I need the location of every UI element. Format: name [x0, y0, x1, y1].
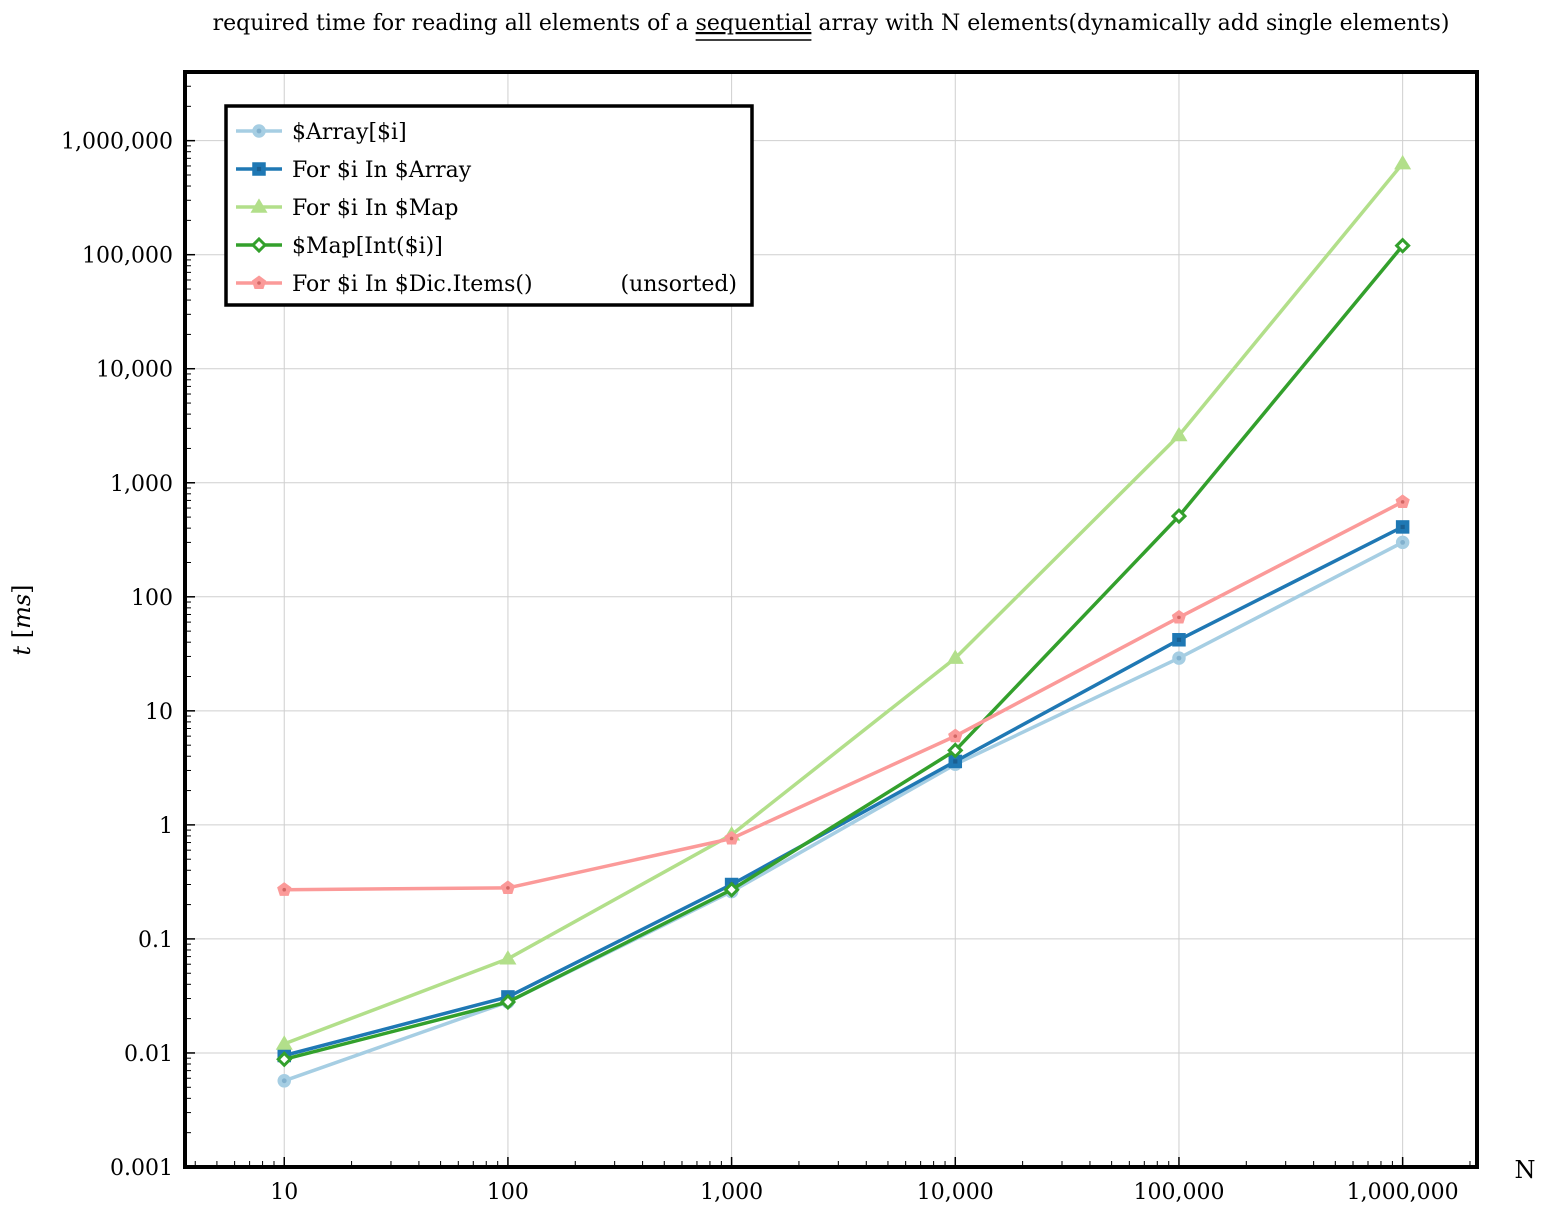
data-point [275, 1035, 293, 1050]
data-point [499, 993, 517, 1011]
legend-label: For $i In $Map [292, 196, 458, 221]
series-0 [277, 535, 1410, 1088]
legend-entry: For $i In $Array [236, 158, 472, 183]
triangle-marker [275, 1035, 293, 1050]
x-tick-label: 1,000 [700, 1180, 763, 1205]
y-tick-label: 1 [159, 814, 173, 839]
chart-title-underlined: sequential [696, 11, 812, 36]
data-point [500, 880, 516, 895]
marker-center [1400, 524, 1405, 530]
legend-note: (unsorted) [621, 272, 738, 297]
data-point [1172, 651, 1186, 665]
y-axis-label: t [ms] [8, 584, 36, 655]
diamond-marker [499, 993, 517, 1011]
marker-center [1177, 615, 1181, 620]
series-line [283, 525, 1404, 1058]
data-point [1395, 494, 1410, 508]
data-point [277, 882, 292, 896]
legend-label: $Array[$i] [292, 120, 407, 145]
series-4 [277, 494, 1410, 896]
marker-center [1176, 637, 1182, 642]
diamond-marker [1170, 507, 1188, 525]
diamond-marker [276, 1051, 293, 1068]
chart-title-prefix: required time for reading all elements o… [213, 11, 696, 36]
data-point [1395, 520, 1410, 534]
series-line [283, 162, 1404, 1046]
marker-center [953, 734, 958, 738]
x-tick-label: 10 [270, 1180, 298, 1205]
x-axis-label: N [1515, 1156, 1536, 1184]
diamond-marker [250, 236, 268, 254]
legend-label: For $i In $Dic.Items() [292, 272, 533, 297]
series-layer [275, 154, 1412, 1088]
chart-title: required time for reading all elements o… [213, 11, 1450, 36]
y-tick-label: 10,000 [96, 358, 173, 383]
y-tick-label: 10 [145, 700, 173, 725]
legend-label: For $i In $Array [292, 158, 472, 183]
data-point [499, 950, 517, 965]
data-point [1170, 507, 1188, 525]
marker-center [953, 759, 958, 764]
marker-center [257, 281, 261, 285]
marker-center [1400, 500, 1405, 504]
x-tick-label: 10,000 [917, 1180, 994, 1205]
legend-entry: For $i In $Map [236, 196, 458, 221]
y-axis-ticks: 0.001 0.01 0.1 1 10 100 1,000 10,000 100,000 1,00… [61, 130, 195, 1181]
data-point [724, 830, 739, 845]
series-line [283, 540, 1404, 1083]
triangle-marker [1394, 154, 1412, 170]
marker-center [1400, 539, 1406, 545]
triangle-marker [1170, 426, 1188, 442]
legend-box [224, 104, 754, 307]
diamond-marker [723, 881, 740, 898]
triangle-marker [250, 198, 268, 213]
x-tick-label: 1,000,000 [1347, 1180, 1459, 1205]
y-tick-label: 1,000 [110, 472, 173, 497]
legend-entry: $Map[Int($i)] [236, 234, 443, 259]
x-tick-label: 100 [487, 1180, 529, 1205]
x-axis-ticks: 10 100 1,000 10,000 100,000 1,000,000 [270, 1157, 1459, 1205]
data-point [277, 1074, 291, 1088]
y-tick-label: 0.1 [138, 928, 173, 953]
plot-frame [183, 70, 1479, 1169]
data-point [946, 649, 964, 664]
marker-center [281, 1078, 287, 1084]
marker-center [256, 128, 262, 134]
data-point [276, 1051, 293, 1068]
marker-center [506, 886, 510, 890]
y-tick-label: 1,000,000 [61, 130, 173, 155]
data-point [1395, 535, 1410, 550]
data-point [947, 742, 964, 759]
y-tick-label: 0.001 [110, 1156, 173, 1181]
data-point [1394, 154, 1412, 170]
y-tick-label: 100,000 [82, 244, 173, 269]
marker-center [256, 166, 262, 172]
triangle-marker [946, 649, 964, 664]
x-tick-label: 100,000 [1133, 1180, 1224, 1205]
series-line [283, 244, 1404, 1061]
y-tick-label: 0.01 [124, 1042, 173, 1067]
data-point [723, 881, 740, 898]
marker-center [729, 836, 734, 841]
legend-entry: For $i In $Dic.Items() (unsorted) [236, 272, 737, 297]
chart-title-suffix: array with N elements(dynamically add si… [811, 11, 1449, 36]
triangle-marker [499, 950, 517, 965]
legend-entry: $Array[$i] [236, 120, 407, 145]
series-3 [276, 237, 1411, 1068]
marker-center [282, 887, 287, 892]
diamond-marker [1394, 237, 1411, 254]
marker-center [1176, 655, 1182, 661]
data-point [948, 728, 963, 743]
data-point [1171, 609, 1187, 624]
legend: $Array[$i] For $i In $Array For $i In $Map… [224, 104, 754, 307]
data-point [1170, 426, 1188, 442]
legend-label: $Map[Int($i)] [292, 234, 443, 259]
diamond-marker [947, 742, 964, 759]
data-point [1172, 633, 1186, 647]
y-tick-label: 100 [131, 586, 173, 611]
data-point [1394, 237, 1411, 254]
series-line [284, 500, 1404, 892]
